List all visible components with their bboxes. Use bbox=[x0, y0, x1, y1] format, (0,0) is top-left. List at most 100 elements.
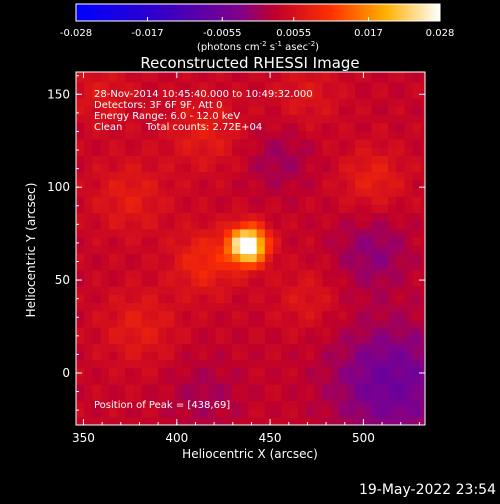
heatmap-cell bbox=[371, 196, 381, 205]
heatmap-cell bbox=[149, 302, 159, 312]
heatmap-cell bbox=[232, 400, 241, 410]
heatmap-cell bbox=[223, 269, 233, 279]
heatmap-cell bbox=[100, 294, 110, 303]
heatmap-cell bbox=[305, 335, 315, 344]
heatmap-cell bbox=[240, 72, 250, 75]
heatmap-cell bbox=[338, 302, 348, 312]
heatmap-cell bbox=[346, 253, 356, 263]
heatmap-cell bbox=[92, 236, 102, 246]
heatmap-cell bbox=[190, 171, 200, 181]
heatmap-cell bbox=[273, 294, 282, 303]
heatmap-cell bbox=[158, 253, 167, 263]
heatmap-cell bbox=[314, 310, 323, 320]
heatmap-cell bbox=[289, 335, 299, 344]
heatmap-cell bbox=[305, 89, 315, 99]
heatmap-cell bbox=[76, 179, 85, 189]
heatmap-cell bbox=[314, 375, 323, 385]
heatmap-cell bbox=[133, 253, 143, 263]
heatmap-cell bbox=[355, 114, 365, 124]
heatmap-cell bbox=[232, 72, 241, 75]
heatmap-cell bbox=[182, 171, 192, 181]
heatmap-cell bbox=[223, 400, 233, 410]
heatmap-cell bbox=[92, 310, 102, 320]
heatmap-cell bbox=[141, 286, 151, 295]
heatmap-cell bbox=[388, 89, 397, 99]
heatmap-cell bbox=[182, 343, 192, 353]
heatmap-cell bbox=[264, 367, 274, 377]
heatmap-cell bbox=[256, 196, 266, 205]
heatmap-cell bbox=[182, 81, 192, 91]
heatmap-cell bbox=[76, 294, 85, 303]
heatmap-cell bbox=[388, 318, 397, 328]
heatmap-cell bbox=[363, 400, 373, 410]
heatmap-cell bbox=[273, 367, 282, 377]
heatmap-cell bbox=[281, 384, 291, 393]
heatmap-cell bbox=[92, 253, 102, 263]
heatmap-cell bbox=[322, 98, 332, 107]
heatmap-cell bbox=[338, 228, 348, 238]
heatmap-cell bbox=[223, 375, 233, 385]
heatmap-cell bbox=[404, 326, 414, 336]
heatmap-cell bbox=[412, 318, 422, 328]
heatmap-cell bbox=[322, 375, 332, 385]
heatmap-cell bbox=[182, 351, 192, 361]
heatmap-cell bbox=[256, 89, 266, 99]
heatmap-cell bbox=[158, 236, 167, 246]
heatmap-cell bbox=[338, 171, 348, 181]
heatmap-cell bbox=[100, 245, 110, 254]
heatmap-cell bbox=[84, 269, 94, 279]
heatmap-cell bbox=[84, 89, 94, 99]
heatmap-cell bbox=[297, 138, 307, 148]
heatmap-cell bbox=[141, 384, 151, 393]
heatmap-cell bbox=[133, 277, 143, 287]
heatmap-cell bbox=[256, 261, 266, 271]
heatmap-cell bbox=[314, 343, 323, 353]
heatmap-cell bbox=[190, 302, 200, 312]
heatmap-cell bbox=[149, 359, 159, 369]
heatmap-cell bbox=[404, 277, 414, 287]
heatmap-cell bbox=[133, 179, 143, 189]
heatmap-cell bbox=[207, 286, 217, 295]
heatmap-cell bbox=[92, 155, 102, 164]
heatmap-cell bbox=[371, 302, 381, 312]
heatmap-cell bbox=[133, 106, 143, 115]
heatmap-cell bbox=[108, 367, 118, 377]
heatmap-cell bbox=[363, 130, 373, 140]
heatmap-cell bbox=[305, 302, 315, 312]
heatmap-cell bbox=[223, 351, 233, 361]
heatmap-cell bbox=[363, 187, 373, 197]
heatmap-cell bbox=[264, 408, 274, 418]
heatmap-cell bbox=[305, 269, 315, 279]
heatmap-cell bbox=[297, 384, 307, 393]
heatmap-cell bbox=[330, 138, 340, 148]
heatmap-cell bbox=[289, 318, 299, 328]
heatmap-cell bbox=[388, 416, 397, 425]
heatmap-cell bbox=[92, 187, 102, 197]
heatmap-cell bbox=[232, 367, 241, 377]
heatmap-cell bbox=[166, 351, 176, 361]
heatmap-cell bbox=[314, 384, 323, 393]
heatmap-cell bbox=[92, 147, 102, 156]
heatmap-cell bbox=[100, 359, 110, 369]
heatmap-cell bbox=[322, 130, 332, 140]
heatmap-cell bbox=[100, 261, 110, 271]
heatmap-cell bbox=[412, 236, 422, 246]
heatmap-cell bbox=[158, 179, 167, 189]
heatmap-cell bbox=[346, 179, 356, 189]
heatmap-cell bbox=[125, 220, 135, 230]
heatmap-cell bbox=[199, 261, 208, 271]
heatmap-cell bbox=[297, 122, 307, 132]
heatmap-cell bbox=[240, 384, 250, 393]
heatmap-cell bbox=[232, 130, 241, 140]
heatmap-cell bbox=[158, 163, 167, 173]
heatmap-cell bbox=[289, 302, 299, 312]
heatmap-cell bbox=[158, 392, 167, 402]
heatmap-cell bbox=[305, 155, 315, 164]
heatmap-cell bbox=[297, 212, 307, 222]
heatmap-cell bbox=[182, 367, 192, 377]
heatmap-cell bbox=[125, 228, 135, 238]
heatmap-cell bbox=[322, 351, 332, 361]
heatmap-cell bbox=[412, 163, 422, 173]
heatmap-cell bbox=[388, 286, 397, 295]
